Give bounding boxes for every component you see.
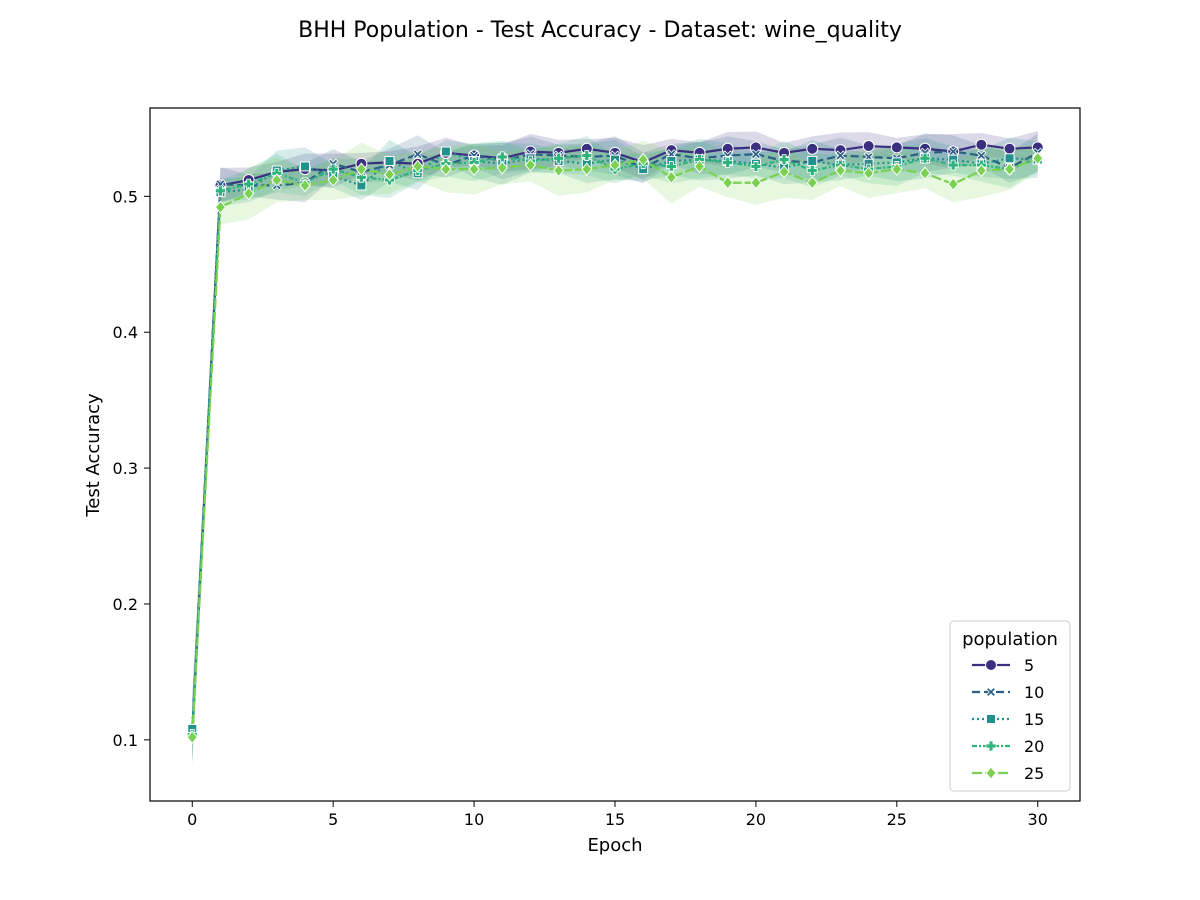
point-population-15 bbox=[300, 161, 310, 172]
x-tick-label: 30 bbox=[1028, 810, 1048, 829]
point-population-25 bbox=[186, 730, 198, 744]
point-population-5 bbox=[1003, 142, 1016, 155]
point-population-20 bbox=[581, 150, 593, 161]
point-population-25 bbox=[778, 165, 790, 179]
band-population-10 bbox=[192, 133, 1038, 765]
point-population-25 bbox=[412, 159, 424, 174]
band-population-25 bbox=[192, 140, 1038, 759]
point-population-15 bbox=[1004, 153, 1015, 164]
point-population-20 bbox=[750, 161, 762, 172]
point-population-20 bbox=[496, 151, 508, 163]
legend-marker-25 bbox=[985, 766, 997, 780]
point-population-5 bbox=[975, 138, 988, 151]
y-tick-label: 0.4 bbox=[113, 323, 138, 342]
point-population-25 bbox=[440, 162, 452, 176]
point-population-20 bbox=[553, 152, 565, 164]
x-tick-label: 25 bbox=[887, 810, 907, 829]
point-population-20 bbox=[665, 161, 677, 172]
point-population-15 bbox=[384, 155, 395, 166]
point-population-25 bbox=[891, 162, 903, 176]
y-tick-label: 0.3 bbox=[113, 459, 138, 478]
point-population-20 bbox=[243, 178, 255, 190]
legend-marker-10 bbox=[985, 686, 997, 698]
legend-label-15: 15 bbox=[1024, 710, 1044, 729]
point-population-10 bbox=[412, 149, 423, 160]
point-population-25 bbox=[383, 167, 396, 182]
y-tick-label: 0.2 bbox=[113, 595, 138, 614]
point-population-5 bbox=[862, 140, 875, 153]
point-population-20 bbox=[215, 185, 226, 197]
point-population-25 bbox=[975, 163, 988, 178]
point-population-15 bbox=[440, 146, 451, 157]
point-population-10 bbox=[976, 150, 987, 161]
point-population-25 bbox=[271, 173, 283, 187]
point-population-20 bbox=[778, 154, 790, 166]
point-population-25 bbox=[665, 170, 678, 185]
legend-label-25: 25 bbox=[1024, 764, 1044, 783]
point-population-25 bbox=[581, 162, 593, 176]
chart-title: BHH Population - Test Accuracy - Dataset… bbox=[298, 18, 902, 43]
point-population-25 bbox=[947, 177, 959, 191]
point-population-10 bbox=[750, 149, 761, 160]
point-population-10 bbox=[835, 150, 846, 161]
point-population-20 bbox=[806, 165, 818, 176]
x-tick-label: 20 bbox=[746, 810, 766, 829]
point-population-25 bbox=[806, 175, 818, 190]
point-population-25 bbox=[299, 178, 311, 193]
point-population-25 bbox=[722, 175, 734, 190]
point-population-25 bbox=[1003, 162, 1016, 176]
point-population-25 bbox=[355, 162, 368, 176]
point-population-5 bbox=[806, 142, 819, 155]
point-population-20 bbox=[947, 159, 959, 171]
legend-label-10: 10 bbox=[1024, 683, 1044, 702]
point-population-25 bbox=[862, 166, 875, 181]
y-axis-ticks: 0.1 0.2 0.3 0.4 0.5 bbox=[113, 187, 150, 750]
point-population-25 bbox=[693, 159, 706, 174]
x-tick-label: 0 bbox=[187, 810, 197, 829]
y-axis-label: Test Accuracy bbox=[83, 393, 104, 518]
point-population-25 bbox=[552, 163, 565, 178]
point-population-25 bbox=[496, 161, 508, 175]
point-population-25 bbox=[834, 163, 847, 178]
point-population-20 bbox=[327, 163, 339, 175]
legend-marker-15 bbox=[986, 714, 996, 724]
point-population-25 bbox=[327, 173, 339, 187]
legend-label-5: 5 bbox=[1024, 656, 1034, 675]
series-markers bbox=[186, 138, 1044, 744]
point-population-20 bbox=[919, 152, 931, 164]
legend-items: 5 10 15 20 25 bbox=[972, 656, 1044, 783]
point-population-25 bbox=[637, 152, 649, 167]
x-axis-ticks: 0 5 10 15 20 25 30 bbox=[187, 801, 1048, 829]
x-tick-label: 10 bbox=[464, 810, 484, 829]
legend-title: population bbox=[962, 629, 1058, 650]
point-population-25 bbox=[609, 158, 621, 172]
point-population-25 bbox=[750, 175, 762, 190]
legend-box bbox=[949, 620, 1071, 792]
point-population-25 bbox=[1032, 151, 1044, 166]
confidence-bands bbox=[192, 131, 1038, 765]
point-population-25 bbox=[468, 162, 480, 176]
point-population-25 bbox=[242, 186, 255, 201]
point-population-25 bbox=[919, 166, 931, 181]
point-population-20 bbox=[722, 156, 734, 168]
legend-marker-5 bbox=[985, 659, 997, 671]
point-population-20 bbox=[355, 171, 367, 183]
legend-marker-20 bbox=[985, 740, 997, 752]
plot-area bbox=[150, 108, 1080, 801]
legend: population 5 10 15 20 25 bbox=[949, 620, 1071, 792]
x-tick-label: 15 bbox=[605, 810, 625, 829]
point-population-25 bbox=[524, 158, 537, 172]
x-tick-label: 5 bbox=[328, 810, 338, 829]
point-population-5 bbox=[890, 141, 903, 154]
y-tick-label: 0.1 bbox=[113, 731, 138, 750]
x-axis-label: Epoch bbox=[587, 835, 642, 856]
legend-label-20: 20 bbox=[1024, 737, 1044, 756]
point-population-10 bbox=[948, 146, 959, 157]
point-population-15 bbox=[807, 155, 818, 166]
point-population-25 bbox=[214, 200, 227, 214]
y-tick-label: 0.5 bbox=[113, 187, 138, 206]
